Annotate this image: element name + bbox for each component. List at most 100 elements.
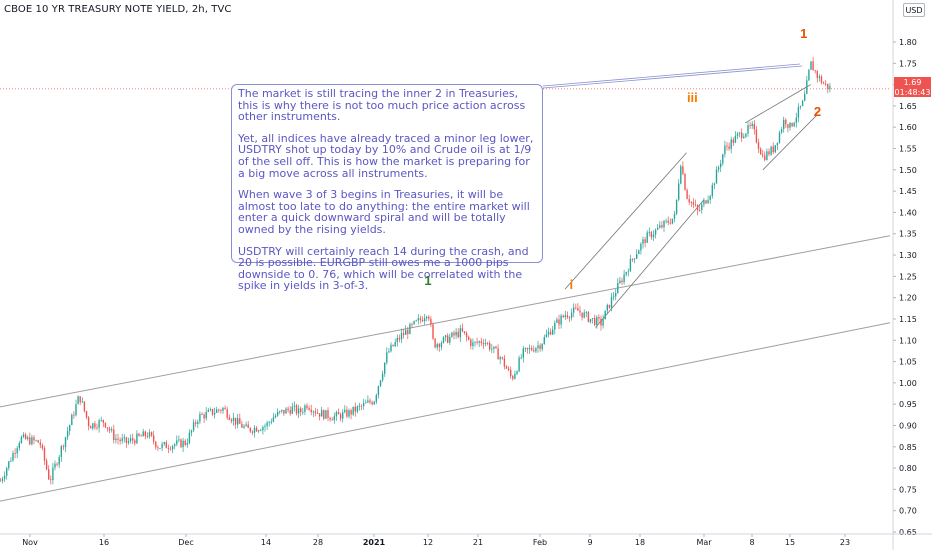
candle-body [18,442,20,449]
price-axis-label: 0.90 [899,421,917,430]
candle-body [738,132,741,134]
candle-body [316,413,319,414]
candle-body [766,151,768,160]
candle-body [388,351,390,353]
candle-body [688,199,690,203]
candle-body [354,406,356,412]
candle-body [461,328,464,332]
candle-body [745,133,747,137]
candle-body [119,439,121,442]
candle-body [169,448,172,450]
analysis-note-callout[interactable]: The market is still tracing the inner 2 … [231,84,543,292]
currency-selector-button[interactable]: USD [903,3,925,17]
wave-label-wave-2-orange: 2 [813,104,822,120]
candle-body [39,442,41,446]
candle-body [701,204,703,211]
candle-body [537,345,539,348]
candle-body [440,342,443,347]
candle-body [111,429,113,431]
candle-body [318,413,321,417]
candle-body [617,283,619,294]
candle-body [62,446,65,448]
candle-body [514,373,516,379]
candle-body [402,333,405,335]
candle-body [780,129,783,133]
candle-body [783,119,785,130]
candle-body [715,169,718,184]
candle-body [31,437,33,445]
candle-body [379,380,382,387]
candle-body [77,396,79,405]
candle-body [35,440,37,442]
candle-body [816,71,818,78]
candle-body [764,155,766,160]
candle-body [686,190,688,200]
candle-body [505,366,508,369]
candle-body [85,411,88,418]
candle-body [753,123,755,130]
candle-body [663,220,665,228]
candle-body [638,250,640,255]
price-axis-label: 1.15 [899,315,917,324]
candle-body [339,414,342,419]
wave-label-wave-1-green: 1 [424,272,432,288]
time-axis-label: 16 [99,538,109,547]
candle-body [812,61,814,71]
candle-body [331,419,333,421]
candle-body [348,410,350,417]
price-axis-label: 0.65 [899,528,917,537]
candle-body [478,341,480,343]
candle-body [463,331,466,333]
candle-body [415,320,417,322]
candle-body [213,412,216,415]
candle-body [188,432,191,444]
price-axis-label: 1.25 [899,272,917,281]
candle-body [591,318,594,320]
candle-body [41,445,44,449]
candle-body [526,347,529,350]
candle-body [16,448,18,454]
candle-body [421,319,424,322]
candle-body [493,346,495,349]
price-axis-label: 1.20 [899,294,917,303]
candle-body [539,345,541,349]
candle-body [274,415,277,418]
candle-body [108,428,111,431]
price-axis-label: 0.95 [899,400,917,409]
candle-body [442,337,445,343]
price-axis-label: 0.80 [899,464,917,473]
candle-body [308,408,310,410]
candle-body [174,444,176,447]
candle-body [560,315,562,325]
candle-body [306,405,308,409]
candle-body [503,358,506,367]
candle-body [325,410,327,419]
candle-body [749,125,751,127]
time-axis-label: 14 [261,538,271,547]
candle-body [619,280,621,284]
candle-body [606,304,608,311]
candle-body [648,232,650,233]
candle-body [220,410,222,412]
candle-body [272,417,275,422]
candle-body [808,69,810,81]
candle-body [673,213,676,219]
candle-body [157,447,159,449]
candle-body [795,117,797,123]
candle-body [258,430,260,432]
wedge-lower-line [595,199,705,328]
candle-body [344,409,346,413]
candle-body [558,319,560,325]
candle-body [199,414,201,422]
candle-body [480,341,482,344]
candle-body [633,258,636,260]
candle-body [778,132,781,143]
candle-body [730,139,732,149]
candle-body [22,434,25,437]
note-paragraph: When wave 3 of 3 begins in Treasuries, i… [238,188,530,236]
candle-body [245,424,247,427]
candle-body [491,348,493,350]
candle-body [535,347,537,352]
candle-body [610,296,613,308]
